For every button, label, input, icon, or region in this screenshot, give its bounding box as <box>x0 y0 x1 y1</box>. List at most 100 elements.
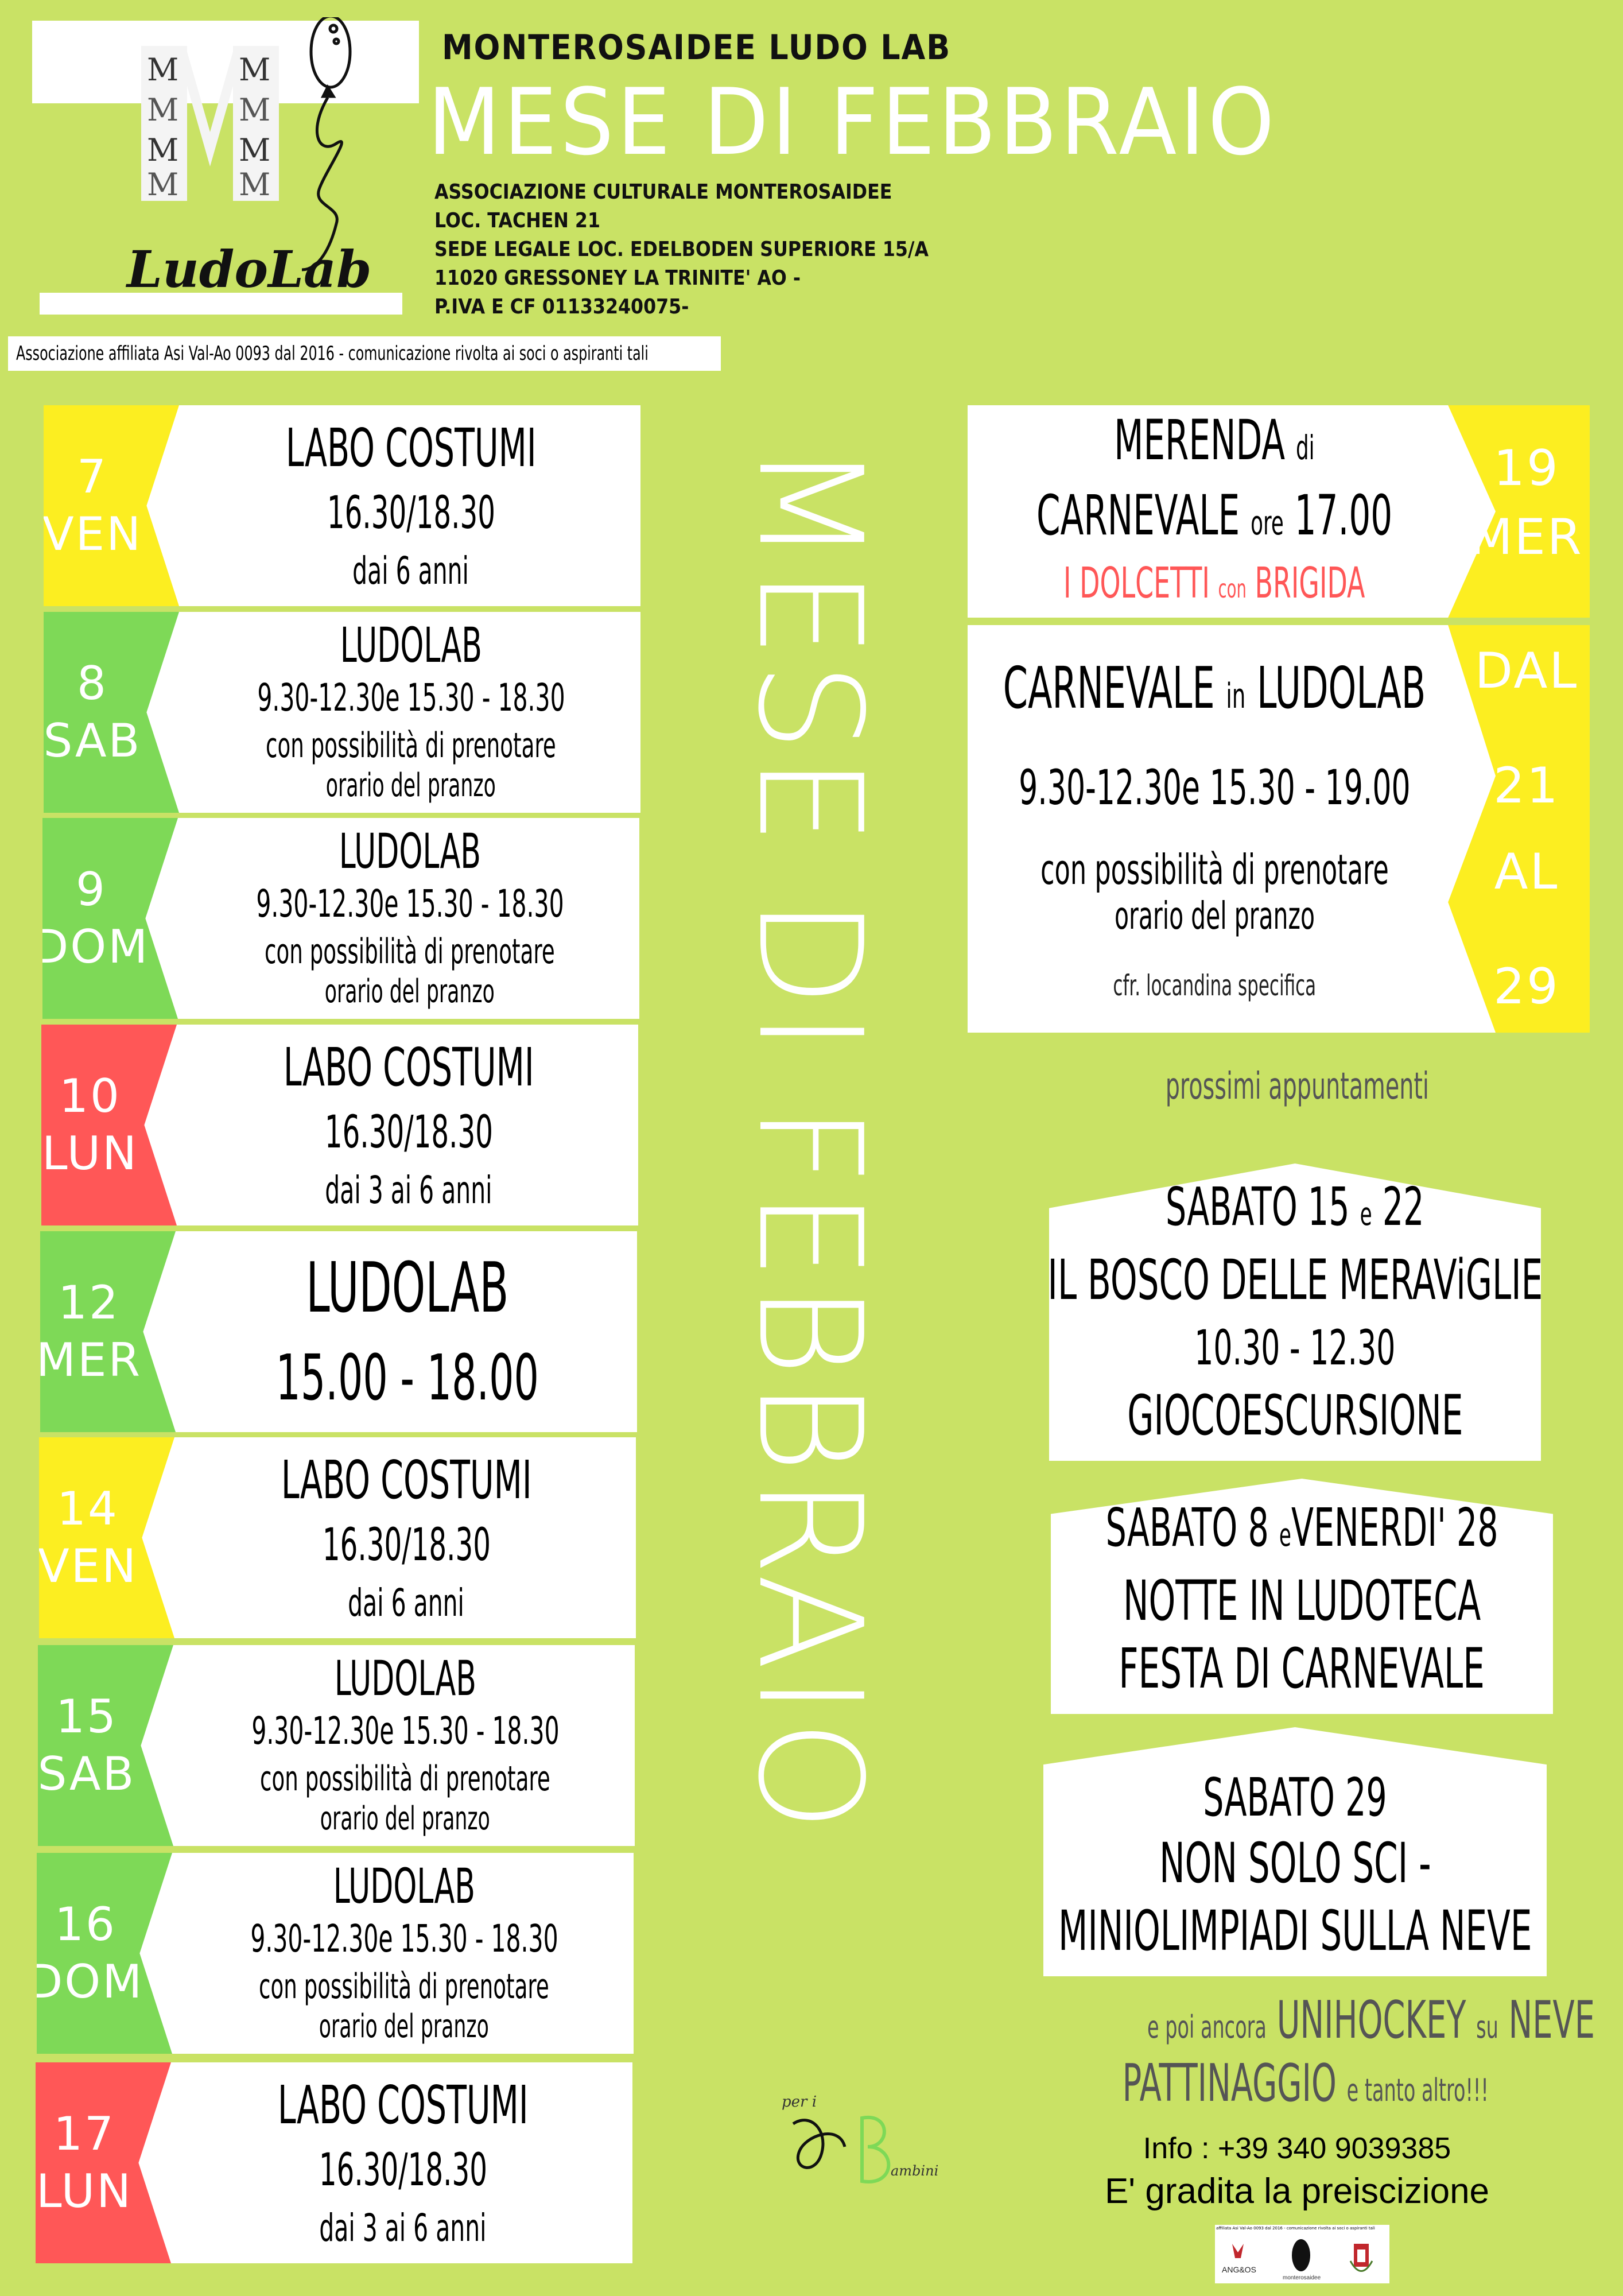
event-note: con possibilità di prenotare orario del … <box>934 846 1496 938</box>
event-title-text: LUDOLAB <box>306 1248 509 1328</box>
event-title: LUDOLAB <box>290 1860 519 1912</box>
date-tag-text: 9 DOM <box>42 818 147 1019</box>
m-pattern-icon: M M M M M M M M <box>141 46 279 203</box>
event-card-content: LUDOLAB 9.30-12.30e 15.30 - 18.30 con poss… <box>181 612 640 813</box>
date-tag: 7 VEN <box>44 405 179 606</box>
event-time-text: 9.30-12.30e 15.30 - 18.30 <box>257 676 565 720</box>
logo-background-bottom <box>40 293 402 315</box>
extra-activity: NEVE <box>1508 1990 1595 2050</box>
extra-activities-line1: e poi ancora UNIHOCKEY su NEVE <box>1010 1990 1595 2057</box>
extra-activity: PATTINAGGIO <box>1122 2053 1337 2113</box>
extra-activity: UNIHOCKEY <box>1276 1990 1466 2050</box>
upcoming-line-text: MINIOLIMPIADI SULLA NEVE <box>1058 1899 1532 1963</box>
affiliation-strip: Associazione affiliata Asi Val-Ao 0093 d… <box>8 336 721 371</box>
event-title-text: LUDOLAB <box>340 617 482 673</box>
date-tag-text: 12 MER <box>40 1231 140 1432</box>
address-line: SEDE LEGALE LOC. EDELBODEN SUPERIORE 15/… <box>434 238 929 261</box>
event-note-line1-text: con possibilità di prenotare <box>266 726 556 766</box>
event-card: 14 VEN LABO COSTUMI 16.30/18.30 dai 6 anni <box>39 1437 636 1638</box>
event-note-line1: con possibilità di prenotare <box>934 846 1496 894</box>
upcoming-event: SABATO 15 e 22 IL BOSCO DELLE MERAViGLIE… <box>1049 1163 1541 1461</box>
svg-text:M: M <box>239 132 270 168</box>
event-note-line2: orario del pranzo <box>176 972 644 1011</box>
event-title: LABO COSTUMI <box>209 417 614 479</box>
upcoming-line-text: 10.30 - 12.30 <box>1194 1320 1396 1376</box>
date-number: 14 <box>57 1482 119 1535</box>
event-time-text: 9.30-12.30e 15.30 - 19.00 <box>1018 759 1411 816</box>
event-card: 8 SAB LUDOLAB 9.30-12.30e 15.30 - 18.30 co… <box>44 612 640 813</box>
date-tag-text: 10 LUN <box>41 1025 139 1225</box>
municipal-crest-icon <box>1349 2244 1373 2272</box>
svg-text:M: M <box>239 166 270 203</box>
event-time: 15.00 - 18.00 <box>195 1343 619 1412</box>
upcoming-line: NOTTE IN LUDOTECA <box>1051 1567 1553 1635</box>
upcoming-date-a: SABATO 8 <box>1105 1497 1269 1558</box>
upcoming-date: SABATO 29 <box>1147 1766 1443 1829</box>
bambini-logo-top-text: per i <box>782 2093 817 2111</box>
svg-text:M: M <box>147 92 178 128</box>
event-time: 17.00 <box>1294 483 1393 548</box>
event-age: dai 3 ai 6 anni <box>268 2206 538 2250</box>
event-title-text: LABO COSTUMI <box>277 2074 529 2136</box>
date-number: 7 <box>77 450 108 503</box>
date-number: 17 <box>53 2107 115 2161</box>
date-tag-text: 16 DOM <box>37 1853 142 2054</box>
upcoming-line-text: IL BOSCO DELLE MERAViGLIE <box>1047 1248 1543 1312</box>
event-time-text: 16.30/18.30 <box>319 2144 487 2196</box>
event-time: 9.30-12.30e 15.30 - 18.30 <box>163 676 659 720</box>
event-title-text: LABO COSTUMI <box>285 417 537 479</box>
affiliation-text: Associazione affiliata Asi Val-Ao 0093 d… <box>16 342 649 365</box>
upcoming-line: 10.30 - 12.30 <box>1133 1314 1457 1382</box>
vertical-title: MESE DI FEBBRAIO <box>727 442 892 1835</box>
date-tag: 10 LUN <box>41 1025 177 1225</box>
date-number: 8 <box>77 657 108 710</box>
event-time: 9.30-12.30e 15.30 - 18.30 <box>157 1709 654 1753</box>
event-title: LUDOLAB <box>296 825 525 877</box>
date-to: 29 <box>1493 958 1560 1015</box>
event-title-small: di <box>1296 429 1315 468</box>
upcoming-line-text: NOTTE IN LUDOTECA <box>1123 1569 1481 1633</box>
event-note-line1: con possibilità di prenotare <box>177 725 645 766</box>
partner-logos: affiliata Asi Val-Ao 0093 dal 2016 - com… <box>1215 2225 1389 2283</box>
event-note-line2: orario del pranzo <box>171 1799 639 1839</box>
letter-b-icon <box>860 2115 891 2183</box>
event-subtitle: I DOLCETTI con BRIGIDA <box>971 559 1457 614</box>
date-weekday: DOM <box>33 920 150 974</box>
event-card-content: LUDOLAB 15.00 - 18.00 <box>178 1231 637 1432</box>
event-time-text: 16.30/18.30 <box>322 1519 491 1571</box>
event-line2: CARNEVALE ore 17.00 <box>927 484 1501 555</box>
event-time-text: 16.30/18.30 <box>327 487 495 539</box>
event-card-content: LABO COSTUMI 16.30/18.30 dai 6 anni <box>181 405 640 606</box>
date-to-label: AL <box>1494 843 1559 901</box>
event-title-text: LUDOLAB <box>334 1650 476 1707</box>
date-weekday: MER <box>1470 509 1583 566</box>
balloon-icon <box>301 17 352 272</box>
event-note-line1: con possibilità di prenotare <box>170 1966 638 2007</box>
date-from-label: DAL <box>1474 642 1579 700</box>
angos-logo-text: ANG&OS <box>1222 2265 1256 2274</box>
monterosaidee-logo-icon: monterosaidee <box>1283 2239 1321 2281</box>
event-note-line1-text: con possibilità di prenotare <box>265 932 555 972</box>
date-from: 21 <box>1493 757 1560 815</box>
date-tag: 12 MER <box>40 1231 176 1432</box>
upcoming-date-b: e <box>1279 1517 1291 1554</box>
upcoming-heading: prossimi appuntamenti <box>1050 1065 1544 1108</box>
upcoming-line-text: FESTA DI CARNEVALE <box>1119 1636 1485 1701</box>
event-subtitle-a: I DOLCETTI <box>1063 558 1210 608</box>
extra-activities-line2: PATTINAGGIO e tanto altro!!! <box>1010 2054 1584 2120</box>
event-time: 9.30-12.30e 15.30 - 18.30 <box>162 882 658 926</box>
svg-text:M: M <box>239 92 270 128</box>
page-title-text: MESE DI FEBBRAIO <box>428 68 1278 176</box>
event-title: LABO COSTUMI <box>204 1451 609 1509</box>
date-tag-text: 14 VEN <box>39 1437 137 1638</box>
date-weekday: VEN <box>37 1539 138 1593</box>
upcoming-date-c: 22 <box>1383 1176 1424 1238</box>
event-subtitle-c: BRIGIDA <box>1255 558 1365 608</box>
date-number: 16 <box>55 1898 117 1951</box>
event-age-text: dai 6 anni <box>352 548 469 593</box>
upcoming-date-text: SABATO 29 <box>1203 1767 1387 1828</box>
svg-text:M: M <box>147 132 178 168</box>
date-number: 12 <box>58 1276 120 1329</box>
event-title: LUDOLAB <box>291 1653 520 1704</box>
date-tag-text: 15 SAB <box>38 1645 135 1846</box>
